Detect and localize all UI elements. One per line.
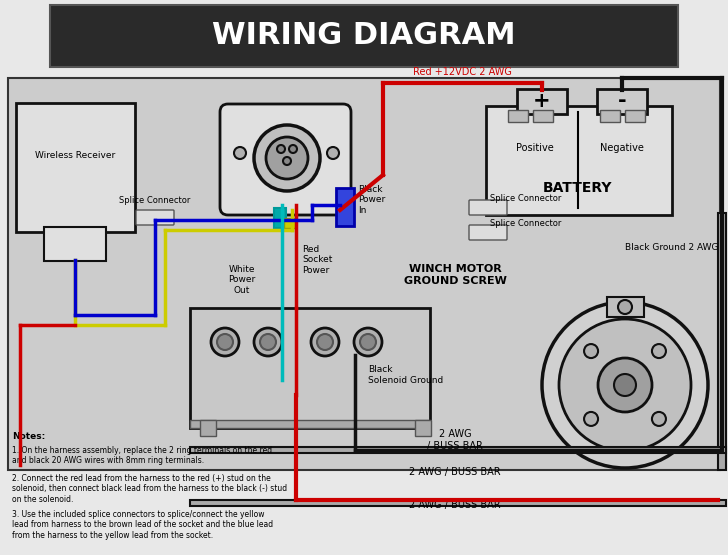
Bar — [600, 110, 620, 122]
Circle shape — [254, 328, 282, 356]
Bar — [190, 447, 726, 453]
FancyBboxPatch shape — [136, 210, 174, 225]
Text: Notes:: Notes: — [12, 432, 45, 441]
Circle shape — [354, 328, 382, 356]
Text: 2 AWG
/ BUSS BAR: 2 AWG / BUSS BAR — [427, 429, 483, 451]
Text: 2 AWG / BUSS BAR: 2 AWG / BUSS BAR — [409, 500, 501, 510]
Text: Red +12VDC 2 AWG: Red +12VDC 2 AWG — [413, 67, 512, 77]
Circle shape — [266, 137, 308, 179]
FancyBboxPatch shape — [190, 308, 430, 428]
Circle shape — [584, 412, 598, 426]
FancyBboxPatch shape — [44, 227, 106, 261]
Bar — [190, 500, 726, 506]
Circle shape — [283, 157, 291, 165]
Bar — [190, 420, 430, 428]
FancyBboxPatch shape — [16, 103, 135, 232]
Text: WINCH MOTOR
GROUND SCREW: WINCH MOTOR GROUND SCREW — [403, 264, 507, 286]
Circle shape — [254, 125, 320, 191]
FancyBboxPatch shape — [336, 188, 354, 226]
Text: 2 AWG / BUSS BAR: 2 AWG / BUSS BAR — [409, 467, 501, 477]
Bar — [625, 110, 645, 122]
FancyBboxPatch shape — [274, 208, 286, 228]
Circle shape — [598, 358, 652, 412]
Text: Black
Power
In: Black Power In — [358, 185, 385, 215]
FancyBboxPatch shape — [607, 297, 644, 317]
Circle shape — [277, 145, 285, 153]
FancyBboxPatch shape — [469, 200, 507, 215]
Circle shape — [289, 145, 297, 153]
Text: 1. On the harness assembly, replace the 2 ring terminals on the red
and black 20: 1. On the harness assembly, replace the … — [12, 446, 272, 466]
Text: -: - — [617, 91, 626, 111]
Circle shape — [614, 374, 636, 396]
Text: +: + — [533, 91, 551, 111]
Text: Red
Socket
Power: Red Socket Power — [302, 245, 333, 275]
Circle shape — [559, 319, 691, 451]
Circle shape — [211, 328, 239, 356]
FancyBboxPatch shape — [486, 106, 672, 215]
Circle shape — [584, 344, 598, 358]
Circle shape — [652, 344, 666, 358]
Circle shape — [260, 334, 276, 350]
Circle shape — [542, 302, 708, 468]
Circle shape — [618, 300, 632, 314]
Circle shape — [217, 334, 233, 350]
Bar — [718, 213, 726, 470]
Circle shape — [327, 147, 339, 159]
Text: WIRING DIAGRAM: WIRING DIAGRAM — [212, 22, 516, 51]
Circle shape — [234, 147, 246, 159]
Text: Black Ground 2 AWG: Black Ground 2 AWG — [625, 244, 719, 253]
Bar — [200, 420, 216, 436]
Text: Positive: Positive — [516, 143, 554, 153]
Text: BATTERY: BATTERY — [543, 181, 613, 195]
Text: Black
Solenoid Ground: Black Solenoid Ground — [368, 365, 443, 385]
FancyBboxPatch shape — [8, 78, 720, 470]
Text: White
Power
Out: White Power Out — [229, 265, 256, 295]
Bar — [533, 110, 553, 122]
Text: Splice Connector: Splice Connector — [490, 194, 561, 203]
FancyBboxPatch shape — [50, 5, 678, 67]
Circle shape — [317, 334, 333, 350]
Text: Splice Connector: Splice Connector — [490, 219, 561, 228]
Text: Splice Connector: Splice Connector — [119, 196, 191, 205]
Text: 3. Use the included splice connectors to splice/connect the yellow
lead from har: 3. Use the included splice connectors to… — [12, 510, 273, 540]
FancyBboxPatch shape — [469, 225, 507, 240]
Circle shape — [311, 328, 339, 356]
Bar — [508, 110, 528, 122]
Text: 2. Connect the red lead from the harness to the red (+) stud on the
solenoid, th: 2. Connect the red lead from the harness… — [12, 474, 287, 504]
FancyBboxPatch shape — [517, 89, 567, 114]
FancyBboxPatch shape — [284, 218, 296, 228]
Text: Negative: Negative — [600, 143, 644, 153]
Circle shape — [652, 412, 666, 426]
Bar — [415, 420, 431, 436]
FancyBboxPatch shape — [220, 104, 351, 215]
Text: Wireless Receiver: Wireless Receiver — [35, 150, 115, 159]
Circle shape — [360, 334, 376, 350]
FancyBboxPatch shape — [597, 89, 647, 114]
